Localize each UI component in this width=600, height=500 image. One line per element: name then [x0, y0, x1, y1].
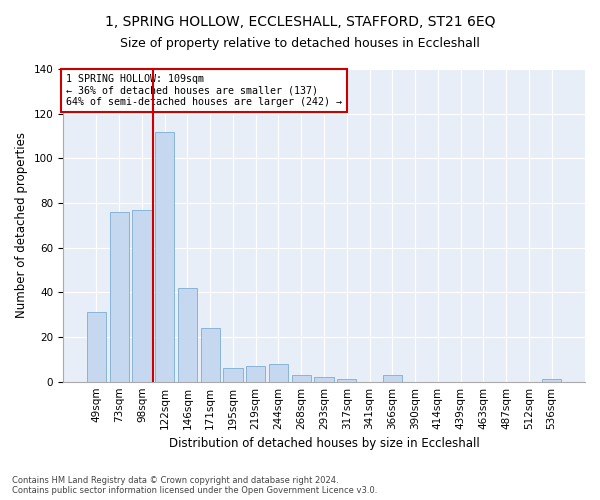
Bar — [110, 212, 129, 382]
Bar — [314, 377, 334, 382]
Bar — [178, 288, 197, 382]
Bar — [246, 366, 265, 382]
Bar — [155, 132, 175, 382]
Bar — [337, 380, 356, 382]
Text: Contains HM Land Registry data © Crown copyright and database right 2024.
Contai: Contains HM Land Registry data © Crown c… — [12, 476, 377, 495]
Bar — [132, 210, 152, 382]
Bar — [200, 328, 220, 382]
Text: 1 SPRING HOLLOW: 109sqm
← 36% of detached houses are smaller (137)
64% of semi-d: 1 SPRING HOLLOW: 109sqm ← 36% of detache… — [65, 74, 341, 107]
Text: 1, SPRING HOLLOW, ECCLESHALL, STAFFORD, ST21 6EQ: 1, SPRING HOLLOW, ECCLESHALL, STAFFORD, … — [105, 15, 495, 29]
Bar — [223, 368, 242, 382]
Bar — [383, 375, 402, 382]
Bar — [292, 375, 311, 382]
X-axis label: Distribution of detached houses by size in Eccleshall: Distribution of detached houses by size … — [169, 437, 479, 450]
Y-axis label: Number of detached properties: Number of detached properties — [15, 132, 28, 318]
Text: Size of property relative to detached houses in Eccleshall: Size of property relative to detached ho… — [120, 38, 480, 51]
Bar — [87, 312, 106, 382]
Bar — [269, 364, 288, 382]
Bar — [542, 380, 561, 382]
